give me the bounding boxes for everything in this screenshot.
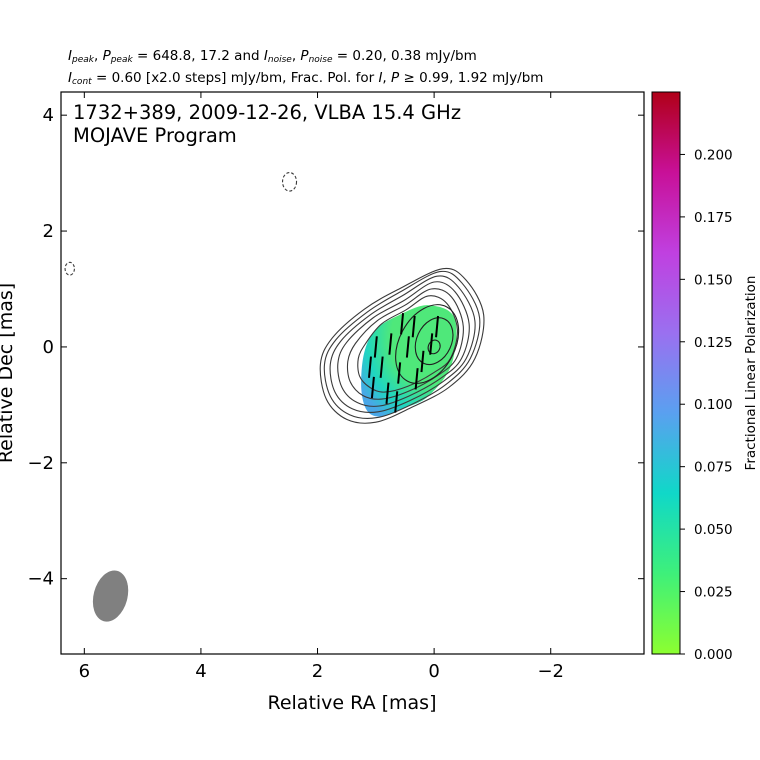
evpa-stick <box>420 350 425 373</box>
evpa-stick <box>367 356 372 378</box>
x-tick-label: −2 <box>537 661 564 682</box>
colorbar <box>651 91 681 655</box>
ipeak-sub: peak <box>71 55 94 65</box>
noise-values: = 0.20, 0.38 mJy/bm <box>336 48 477 64</box>
y-tick-label: −2 <box>27 453 54 474</box>
evpa-stick <box>411 315 416 338</box>
core-contour-3 <box>395 304 460 384</box>
evpa-stick <box>429 333 434 355</box>
y-tick-label: 0 <box>43 337 54 358</box>
y-axis-label: Relative Dec [mas] <box>0 283 17 463</box>
header-line-2: Icont = 0.60 [x2.0 steps] mJy/bm, Frac. … <box>68 70 544 87</box>
inoise-sub: noise <box>267 55 292 65</box>
y-tick-label: 4 <box>43 105 54 126</box>
x-tick-label: 4 <box>195 661 206 682</box>
ipeak-symbol: I <box>68 48 72 64</box>
colorbar-tick-label: 0.125 <box>694 335 733 351</box>
plot-background <box>61 92 644 654</box>
colorbar-tick-label: 0.150 <box>694 272 733 288</box>
x-axis-label: Relative RA [mas] <box>267 692 436 714</box>
plot-area <box>64 171 485 622</box>
colorbar-tick-label: 0.200 <box>694 147 733 163</box>
colorbar-tick-label: 0.000 <box>694 647 733 663</box>
colorbar-tick-label: 0.100 <box>694 397 733 413</box>
p-symbol: P <box>391 70 400 86</box>
x-tick-label: 6 <box>79 661 90 682</box>
evpa-stick <box>414 368 419 390</box>
evpa-stick <box>397 362 402 384</box>
pnoise-symbol: P <box>300 48 309 64</box>
peak-values: = 648.8, 17.2 and <box>137 48 260 64</box>
evpa-stick <box>400 313 405 335</box>
x-axis-ticks: 6 4 2 0 −2 <box>79 92 564 682</box>
chart-title: 1732+389, 2009-12-26, VLBA 15.4 GHz <box>73 101 461 124</box>
evpa-stick <box>385 382 390 404</box>
negative-contour-2 <box>64 261 75 276</box>
evpa-stick <box>370 376 375 399</box>
contour-level-3 <box>329 275 476 413</box>
colorbar-label: Fractional Linear Polarization <box>743 276 759 471</box>
colorbar-ticks: 0.000 0.025 0.050 0.075 0.100 0.125 0.150 0.175… <box>680 147 733 663</box>
y-tick-label: −4 <box>27 569 54 590</box>
colorbar-tick-label: 0.050 <box>694 522 733 538</box>
contour-level-2 <box>323 270 481 419</box>
pnoise-sub: noise <box>308 55 333 65</box>
contour-level-5 <box>346 288 464 400</box>
beam-ellipse <box>92 570 129 622</box>
x-tick-label: 0 <box>428 661 439 682</box>
evpa-stick <box>379 356 384 378</box>
evpa-stick <box>373 336 378 358</box>
plot-frame <box>60 91 645 655</box>
header-line-1: Ipeak, Ppeak = 648.8, 17.2 and Inoise, P… <box>68 48 477 65</box>
evpa-stick <box>388 333 393 355</box>
icont-symbol: I <box>68 70 72 86</box>
ppeak-sub: peak <box>110 55 133 65</box>
ppeak-symbol: P <box>102 48 111 64</box>
i-symbol: I <box>378 70 383 86</box>
cont-text: = 0.60 [x2.0 steps] mJy/bm, Frac. Pol. f… <box>95 70 375 86</box>
contour-level-1 <box>319 267 485 424</box>
contour-level-6 <box>357 295 458 393</box>
contour-level-4 <box>337 281 470 407</box>
colorbar-tick-label: 0.075 <box>694 460 733 476</box>
inoise-symbol: I <box>263 48 268 64</box>
evpa-stick <box>435 315 440 338</box>
x-tick-label: 2 <box>312 661 323 682</box>
negative-contour-1 <box>281 171 298 192</box>
y-tick-label: 2 <box>43 221 54 242</box>
chart-subtitle: MOJAVE Program <box>73 124 237 147</box>
colorbar-tick-label: 0.175 <box>694 210 733 226</box>
ge-text: ≥ 0.99, 1.92 mJy/bm <box>403 70 544 86</box>
colorbar-tick-label: 0.025 <box>694 585 733 601</box>
evpa-stick <box>405 336 410 358</box>
icont-sub: cont <box>71 77 92 87</box>
y-axis-ticks: 4 2 0 −2 −4 <box>27 105 644 590</box>
core-contour-2 <box>414 317 454 366</box>
evpa-stick <box>394 391 399 413</box>
